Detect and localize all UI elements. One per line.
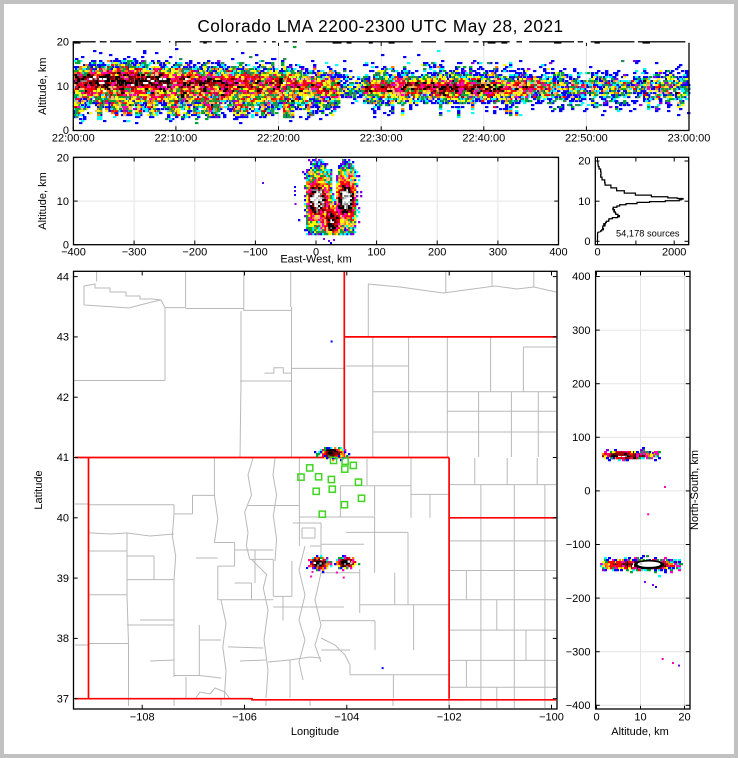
svg-text:−400: −400 (61, 246, 86, 258)
svg-text:−200: −200 (182, 246, 207, 258)
svg-text:10: 10 (634, 712, 646, 724)
svg-text:−300: −300 (566, 646, 591, 658)
svg-text:54,178 sources: 54,178 sources (616, 229, 680, 239)
svg-text:20: 20 (57, 37, 69, 49)
svg-text:2000: 2000 (662, 246, 686, 258)
svg-text:0: 0 (63, 239, 69, 251)
svg-text:300: 300 (572, 325, 590, 337)
svg-text:300: 300 (489, 246, 507, 258)
svg-text:22:10:00: 22:10:00 (154, 132, 197, 144)
svg-text:10: 10 (578, 196, 590, 208)
svg-text:−400: −400 (566, 700, 591, 712)
svg-text:Latitude: Latitude (33, 470, 45, 509)
svg-text:100: 100 (572, 432, 590, 444)
svg-text:10: 10 (57, 196, 69, 208)
svg-text:−200: −200 (566, 593, 591, 605)
svg-text:−100: −100 (566, 539, 591, 551)
svg-text:22:40:00: 22:40:00 (462, 132, 505, 144)
svg-text:−102: −102 (437, 712, 462, 724)
svg-text:22:00:00: 22:00:00 (52, 132, 95, 144)
svg-text:37: 37 (57, 693, 69, 705)
svg-text:20: 20 (57, 152, 69, 164)
svg-text:43: 43 (57, 332, 69, 344)
svg-text:44: 44 (57, 271, 69, 283)
svg-text:23:00:00: 23:00:00 (668, 132, 711, 144)
svg-text:22:30:00: 22:30:00 (360, 132, 403, 144)
svg-text:Longitude: Longitude (291, 726, 339, 738)
svg-text:20: 20 (578, 156, 590, 168)
svg-text:100: 100 (367, 246, 385, 258)
svg-text:20: 20 (678, 712, 690, 724)
svg-text:Altitude, km: Altitude, km (611, 726, 668, 738)
svg-text:East-West, km: East-West, km (280, 254, 351, 266)
svg-text:400: 400 (549, 246, 567, 258)
svg-text:38: 38 (57, 633, 69, 645)
svg-text:Colorado LMA 2200-2300 UTC May: Colorado LMA 2200-2300 UTC May 28, 2021 (197, 16, 563, 36)
svg-text:0: 0 (584, 236, 590, 248)
svg-text:22:50:00: 22:50:00 (565, 132, 608, 144)
svg-text:Altitude, km: Altitude, km (37, 172, 49, 229)
svg-text:−100: −100 (243, 246, 268, 258)
svg-text:400: 400 (572, 271, 590, 283)
svg-text:North-South, km: North-South, km (689, 450, 701, 530)
svg-text:0: 0 (313, 246, 319, 258)
svg-text:39: 39 (57, 573, 69, 585)
svg-text:41: 41 (57, 452, 69, 464)
svg-text:−108: −108 (130, 712, 155, 724)
svg-text:40: 40 (57, 513, 69, 525)
svg-text:−300: −300 (122, 246, 147, 258)
svg-text:0: 0 (594, 246, 600, 258)
svg-text:0: 0 (593, 712, 599, 724)
svg-text:−100: −100 (539, 712, 564, 724)
svg-text:200: 200 (572, 378, 590, 390)
svg-text:42: 42 (57, 392, 69, 404)
svg-text:22:20:00: 22:20:00 (257, 132, 300, 144)
svg-text:0: 0 (63, 125, 69, 137)
svg-text:Altitude, km: Altitude, km (37, 57, 49, 114)
svg-text:0: 0 (584, 486, 590, 498)
svg-text:10: 10 (57, 81, 69, 93)
svg-text:−106: −106 (232, 712, 257, 724)
svg-text:−104: −104 (334, 712, 359, 724)
svg-text:200: 200 (428, 246, 446, 258)
